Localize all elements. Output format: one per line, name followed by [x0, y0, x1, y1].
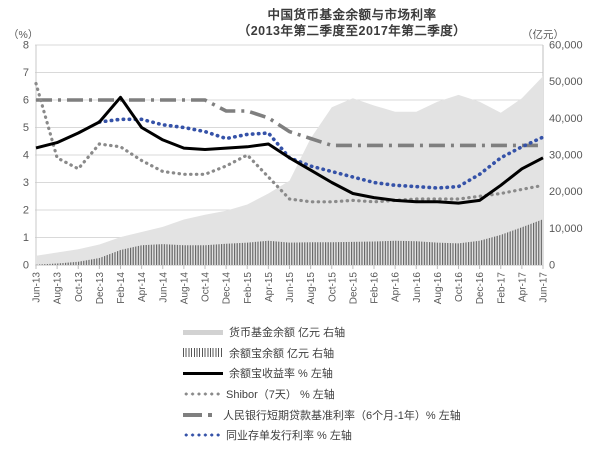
x-axis-tick-label: Feb-16: [370, 272, 381, 304]
left-axis-tick-label: 4: [23, 150, 29, 162]
right-axis-tick-label: 0: [549, 260, 555, 272]
x-axis-tick-label: Feb-15: [243, 272, 254, 304]
left-axis-tick-label: 2: [23, 205, 29, 217]
right-axis-tick-label: 60,000: [549, 40, 583, 52]
right-axis-tick-label: 40,000: [549, 113, 583, 125]
legend-swatch-dotted: [183, 392, 220, 397]
right-axis-tick-label: 20,000: [549, 186, 583, 198]
legend-swatch-hatch-bars: [183, 348, 223, 358]
right-axis-unit: （亿元）: [522, 29, 564, 41]
left-axis-tick-label: 7: [23, 67, 29, 79]
series-yuebao-balance-bars: [36, 219, 543, 265]
x-axis-tick-label: Jun-13: [32, 272, 43, 303]
series-ncd-rate-line: [97, 117, 545, 190]
x-axis-tick-label: Oct-16: [454, 272, 465, 302]
legend-item-1: 余额宝余额 亿元 右轴: [183, 346, 461, 360]
x-axis-tick-label: Dec-15: [348, 272, 359, 305]
legend-label: 货币基金余额 亿元 右轴: [229, 327, 346, 339]
left-axis-unit: （%）: [8, 29, 39, 41]
legend-item-0: 货币基金余额 亿元 右轴: [183, 325, 461, 339]
legend-label: 同业存单发行利率 % 左轴: [226, 430, 352, 443]
series-yuebao-yield-line: [35, 95, 544, 205]
x-axis-tick-label: Jun-16: [412, 272, 423, 303]
x-axis-tick-label: Dec-16: [475, 272, 486, 305]
x-axis-tick-label: Apr-14: [137, 272, 148, 302]
left-axis-tick-label: 6: [23, 95, 29, 107]
legend-label: Shibor（7天） % 左轴: [226, 389, 335, 402]
chart-legend: 货币基金余额 亿元 右轴 余额宝余额 亿元 右轴 余额宝收益率 % 左轴 Shibor…: [183, 325, 461, 449]
x-axis-tick-label: Aug-15: [306, 272, 317, 305]
x-axis-tick-label: Jun-15: [285, 272, 296, 303]
right-axis-tick-label: 30,000: [549, 150, 583, 162]
legend-item-5: 同业存单发行利率 % 左轴: [183, 428, 461, 442]
legend-swatch-area: [183, 329, 223, 335]
legend-label: 余额宝收益率 % 左轴: [229, 368, 333, 381]
left-axis-tick-label: 8: [23, 40, 29, 52]
x-axis-tick-label: Oct-15: [327, 272, 338, 302]
legend-item-4: 人民银行短期贷款基准利率（6个月-1年）% 左轴: [183, 408, 461, 422]
left-axis-tick-label: 1: [23, 232, 29, 244]
legend-swatch-solid: [183, 371, 223, 375]
chart-subtitle: （2013年第二季度至2017年第二季度）: [237, 24, 467, 38]
series-pboc-benchmark-line: [36, 98, 543, 148]
legend-swatch-dashdot: [183, 413, 217, 417]
legend-swatch-dotted: [183, 433, 220, 438]
left-axis-tick-label: 3: [23, 177, 29, 189]
series-money-fund-area: [36, 76, 543, 265]
right-axis-tick-label: 50,000: [549, 76, 583, 88]
x-axis-tick-label: Dec-13: [95, 272, 106, 305]
left-axis-tick-label: 0: [23, 260, 29, 272]
chart-canvas: 0 1 2 3 4 5 6 7 8 0 10,000 20,000 30,000 40,000 50,000…: [23, 40, 583, 305]
x-axis-tick-label: Apr-17: [517, 272, 528, 302]
x-axis-tick-label: Dec-14: [222, 272, 233, 305]
x-axis-tick-label: Aug-16: [433, 272, 444, 305]
legend-item-2: 余额宝收益率 % 左轴: [183, 366, 461, 380]
right-axis-tick-label: 10,000: [549, 223, 583, 235]
legend-label: 人民银行短期贷款基准利率（6个月-1年）% 左轴: [223, 409, 461, 422]
legend-item-3: Shibor（7天） % 左轴: [183, 387, 461, 401]
x-axis-tick-label: Apr-15: [264, 272, 275, 302]
x-axis-tick-label: Apr-16: [391, 272, 402, 302]
left-axis-tick-label: 5: [23, 122, 29, 134]
x-axis-tick-label: Oct-14: [201, 272, 212, 302]
series-shibor-line: [34, 81, 545, 204]
chart-title: 中国货币基金余额与市场利率: [267, 8, 437, 22]
x-axis-tick-label: Feb-14: [116, 272, 127, 304]
x-axis-tick-label: Aug-14: [179, 272, 190, 305]
x-axis-tick-label: Feb-17: [496, 272, 507, 304]
x-axis-tick-label: Jun-17: [539, 272, 550, 303]
x-axis-tick-label: Oct-13: [74, 272, 85, 302]
legend-label: 余额宝余额 亿元 右轴: [229, 347, 335, 360]
x-axis-tick-label: Aug-13: [53, 272, 64, 305]
x-axis-tick-label: Jun-14: [158, 272, 169, 303]
